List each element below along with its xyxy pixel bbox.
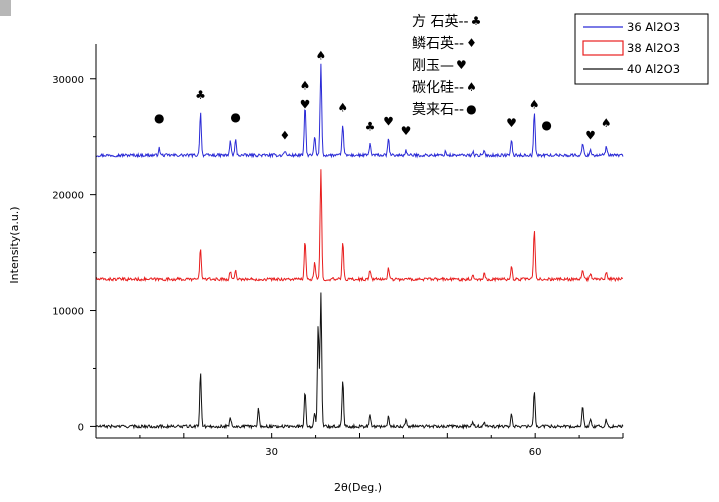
y-tick-label-10000: 10000 [52, 307, 84, 318]
phase-legend-label: 碳化硅-- [412, 80, 464, 96]
peak-marker: ♠ [315, 49, 326, 63]
y-ticks-layer: 0 10000 20000 30000 [52, 75, 96, 433]
y-axis-title: Intensity(a.u.) [8, 206, 21, 283]
phase-legend-label: 刚玉— [412, 58, 454, 74]
axes-layer [95, 44, 623, 439]
x-tick-label-30: 30 [265, 447, 278, 458]
phase-legend-label: 鳞石英-- [412, 35, 464, 52]
series-line-1 [95, 63, 624, 159]
peak-marker: ♣ [365, 119, 376, 133]
series-legend-swatch [582, 40, 624, 56]
peak-marker: ♥ [401, 124, 412, 138]
x-axis-title: 2θ(Deg.) [334, 481, 382, 494]
peak-marker: ♠ [601, 116, 612, 130]
peak-marker: ♠ [529, 97, 540, 111]
peak-marker: ♥ [506, 116, 517, 130]
phase-legend-label: 方 石英-- [412, 13, 469, 30]
phase-legend-symbol: ♠ [466, 80, 477, 94]
phase-legend-label: 莫来石-- [412, 102, 464, 118]
phase-legend-symbol: ♥ [456, 58, 467, 72]
peak-marker: ● [154, 111, 164, 125]
series-legend: 36 Al2O3 38 Al2O3 40 Al2O3 [574, 13, 709, 85]
x-tick-label-60: 60 [529, 447, 542, 458]
phase-legend: 方 石英-- ♣ 鳞石英-- ♦ 刚玉— ♥ 碳化硅-- ♠莫来石-- ● [412, 13, 481, 118]
y-tick-label-20000: 20000 [52, 191, 84, 202]
phase-legend-symbol: ♦ [466, 36, 477, 50]
series-line-2 [95, 169, 624, 283]
series-legend-label: 36 Al2O3 [627, 20, 680, 34]
peak-marker: ● [230, 110, 240, 124]
series-line-3 [95, 292, 624, 430]
peak-marker: ♦ [279, 129, 290, 143]
y-tick-label-0: 0 [78, 422, 84, 433]
series-legend-frame [574, 13, 709, 85]
peak-marker: ♥ [585, 129, 596, 143]
peak-marker: ♠ [337, 101, 348, 115]
series-layer [95, 63, 624, 430]
peak-annotations: ●♣●♦♠♥♠♠♣ ♥♥♥♠●♥♠ [154, 49, 612, 143]
phase-legend-symbol: ♣ [471, 14, 482, 28]
phase-legend-symbol: ● [466, 102, 476, 116]
series-legend-label: 40 Al2O3 [627, 62, 680, 76]
corner-tab [0, 0, 11, 16]
peak-marker: ♣ [195, 88, 206, 102]
series-legend-label: 38 Al2O3 [627, 41, 680, 55]
peak-marker: ♥ [300, 97, 311, 111]
y-tick-label-30000: 30000 [52, 75, 84, 86]
peak-marker: ♠ [300, 79, 311, 93]
peak-marker: ♥ [383, 115, 394, 129]
peak-marker: ● [541, 118, 551, 132]
x-ticks-layer: 30 60 [95, 433, 624, 458]
